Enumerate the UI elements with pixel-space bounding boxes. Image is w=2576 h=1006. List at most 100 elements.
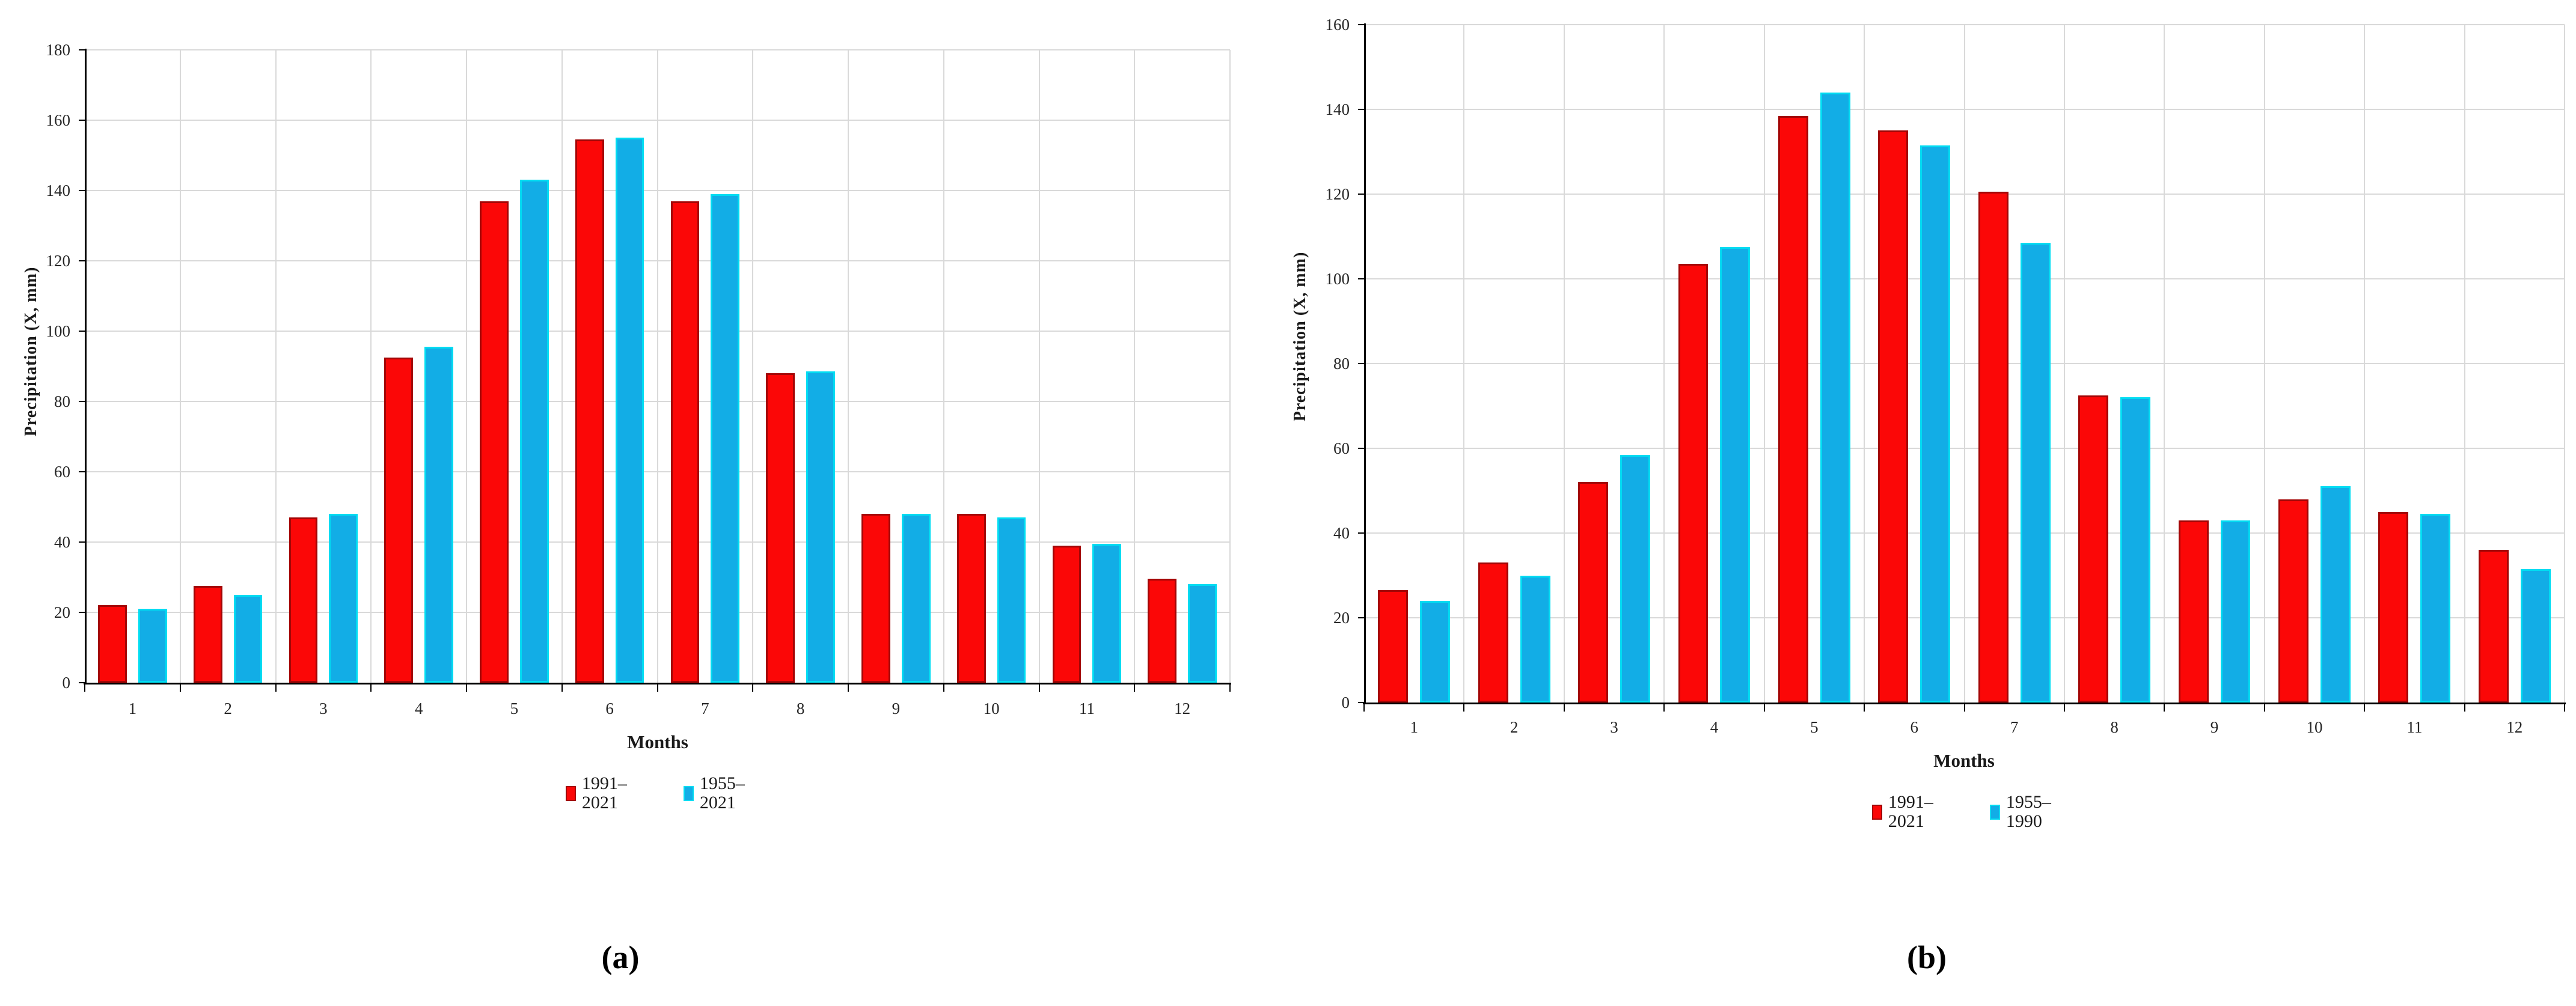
y-tick-label: 0	[62, 674, 71, 692]
x-tick	[179, 684, 181, 692]
y-tick-label: 20	[54, 603, 70, 621]
bar-b-blue-month-7	[2020, 243, 2051, 703]
bar-b-blue-month-12	[2520, 569, 2551, 703]
legend-label: 1955–1990	[2005, 792, 2051, 831]
x-tick-label: 5	[1810, 718, 1819, 736]
y-tick-label: 140	[46, 181, 71, 200]
bar-b-blue-month-2	[1520, 575, 1550, 703]
x-tick	[1563, 704, 1565, 712]
y-axis	[85, 49, 87, 684]
bar-b-blue-month-9	[2220, 520, 2251, 703]
x-tick	[1864, 704, 1865, 712]
x-tick-label: 9	[2210, 718, 2219, 736]
x-tick-label: 11	[2406, 718, 2423, 736]
gridline	[1963, 25, 1965, 703]
x-tick-label: 9	[892, 700, 901, 718]
bar-a-blue-month-1	[138, 609, 167, 683]
gridline	[275, 50, 277, 683]
bar-a-blue-month-10	[997, 517, 1026, 683]
y-tick	[1358, 702, 1364, 703]
legend-label: 1991–2021	[581, 773, 627, 812]
x-tick	[752, 684, 754, 692]
gridline	[2464, 25, 2465, 703]
x-tick	[275, 684, 277, 692]
legend-swatch-red	[566, 785, 576, 801]
x-tick-label: 1	[128, 700, 137, 718]
y-tick-label: 60	[54, 463, 70, 481]
x-tick-label: 3	[319, 700, 328, 718]
bar-a-red-month-4	[384, 357, 414, 683]
x-tick	[2063, 704, 2065, 712]
bar-a-red-month-9	[861, 514, 890, 683]
gridline	[2263, 25, 2265, 703]
bar-a-blue-month-8	[806, 371, 835, 683]
x-tick-label: 11	[1078, 700, 1095, 718]
x-tick	[1763, 704, 1765, 712]
x-tick-label: 5	[510, 700, 519, 718]
bar-b-blue-month-10	[2320, 486, 2351, 703]
bar-a-blue-month-6	[615, 138, 644, 683]
x-tick-label: 6	[605, 700, 614, 718]
bar-a-red-month-8	[766, 373, 795, 683]
bar-a-red-month-3	[289, 517, 318, 683]
y-tick	[79, 401, 85, 402]
x-tick-label: 10	[983, 700, 1000, 718]
bar-a-blue-month-11	[1092, 543, 1122, 683]
bar-b-red-month-1	[1378, 590, 1409, 703]
gridline	[2564, 25, 2565, 703]
gridline	[1763, 25, 1765, 703]
bar-a-blue-month-2	[233, 594, 263, 683]
gridline	[370, 50, 372, 683]
gridline	[848, 50, 849, 683]
gridline	[752, 50, 754, 683]
legend-label: 1991–2021	[1888, 792, 1933, 831]
bar-b-red-month-6	[1878, 130, 1909, 703]
x-tick	[1363, 704, 1365, 712]
x-tick-label: 8	[796, 700, 805, 718]
y-tick	[1358, 617, 1364, 618]
x-tick	[1038, 684, 1040, 692]
y-tick	[79, 612, 85, 613]
y-tick-label: 40	[1333, 524, 1350, 542]
x-tick	[1663, 704, 1665, 712]
legend-item: 1955–2021	[684, 774, 750, 812]
x-axis-title: Months	[627, 731, 688, 752]
y-tick-label: 120	[46, 252, 71, 270]
gridline	[1463, 25, 1465, 703]
x-tick-label: 2	[1510, 718, 1519, 736]
bar-a-red-month-6	[575, 139, 604, 683]
gridline	[943, 50, 944, 683]
x-tick	[2263, 704, 2265, 712]
gridline	[1134, 50, 1136, 683]
bar-b-red-month-4	[1678, 264, 1709, 703]
bar-a-red-month-11	[1052, 545, 1081, 683]
gridline	[561, 50, 563, 683]
bar-b-red-month-12	[2478, 550, 2509, 703]
bar-a-blue-month-3	[329, 514, 358, 683]
legend: 1991–2021 1955–1990	[1872, 793, 2056, 831]
gridline	[1563, 25, 1565, 703]
bar-b-blue-month-8	[2120, 397, 2151, 703]
x-tick	[2364, 704, 2366, 712]
x-axis-title: Months	[1933, 750, 1995, 771]
y-tick	[79, 190, 85, 191]
y-tick	[1358, 194, 1364, 195]
y-tick-label: 160	[1325, 16, 1350, 34]
y-tick	[1358, 24, 1364, 25]
y-tick-label: 180	[46, 41, 71, 59]
x-tick	[466, 684, 467, 692]
legend-swatch-blue	[1990, 804, 2000, 820]
y-tick	[79, 471, 85, 472]
legend: 1991–2021 1955–2021	[566, 774, 750, 812]
gridline	[2164, 25, 2165, 703]
y-tick	[1358, 448, 1364, 449]
y-tick	[79, 331, 85, 332]
bar-b-blue-month-5	[1820, 92, 1850, 703]
x-tick-label: 4	[414, 700, 423, 718]
bar-a-blue-month-7	[711, 194, 740, 683]
caption-b: (b)	[1907, 939, 1947, 975]
y-tick-label: 100	[1325, 270, 1350, 288]
gridline	[1229, 50, 1231, 683]
y-tick	[1358, 363, 1364, 364]
